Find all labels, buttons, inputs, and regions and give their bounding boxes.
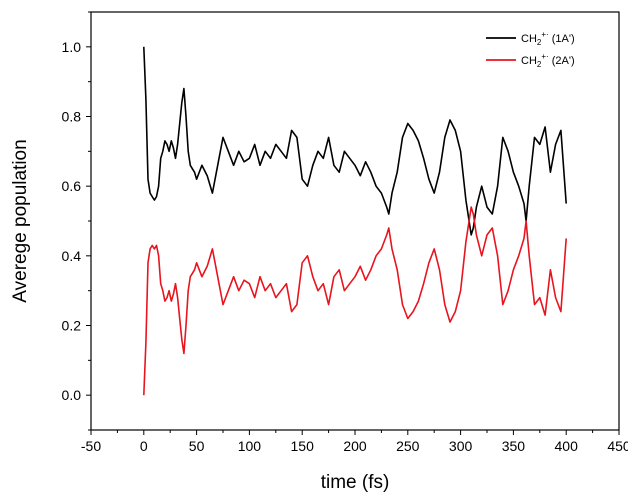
legend: CH2+· (1A') CH2+· (2A') <box>486 30 575 69</box>
x-tick-label: 150 <box>291 438 315 454</box>
x-tick-label: 0 <box>140 438 148 454</box>
x-tick-label: 300 <box>449 438 473 454</box>
x-tick-label: -50 <box>81 438 101 454</box>
x-tick-label: 200 <box>343 438 367 454</box>
series-line-2a <box>143 206 567 396</box>
y-tick-label: 0.0 <box>62 387 82 403</box>
x-tick-label: 100 <box>238 438 262 454</box>
y-tick-label: 0.2 <box>62 318 82 334</box>
x-tick-label: 450 <box>607 438 628 454</box>
series-layer <box>143 46 567 396</box>
legend-label-2a: CH2+· (2A') <box>521 52 575 69</box>
legend-label-1a: CH2+· (1A') <box>521 30 575 47</box>
y-tick-label: 0.6 <box>62 178 82 194</box>
x-tick-label: 250 <box>396 438 420 454</box>
series-line-1a <box>143 46 567 236</box>
axis-ticks: -50 0 50 100 150 200 250 300 350 400 450 0.0 0.2 0.4 0… <box>62 11 628 454</box>
y-tick-label: 0.8 <box>62 109 82 125</box>
y-tick-label: 1.0 <box>62 39 82 55</box>
x-tick-label: 50 <box>189 438 205 454</box>
y-tick-label: 0.4 <box>62 248 82 264</box>
x-axis-title: time (fs) <box>321 472 390 493</box>
plot-frame <box>90 11 620 431</box>
x-tick-label: 400 <box>555 438 579 454</box>
x-tick-label: 350 <box>502 438 526 454</box>
y-axis-title: Averege population <box>10 139 31 302</box>
